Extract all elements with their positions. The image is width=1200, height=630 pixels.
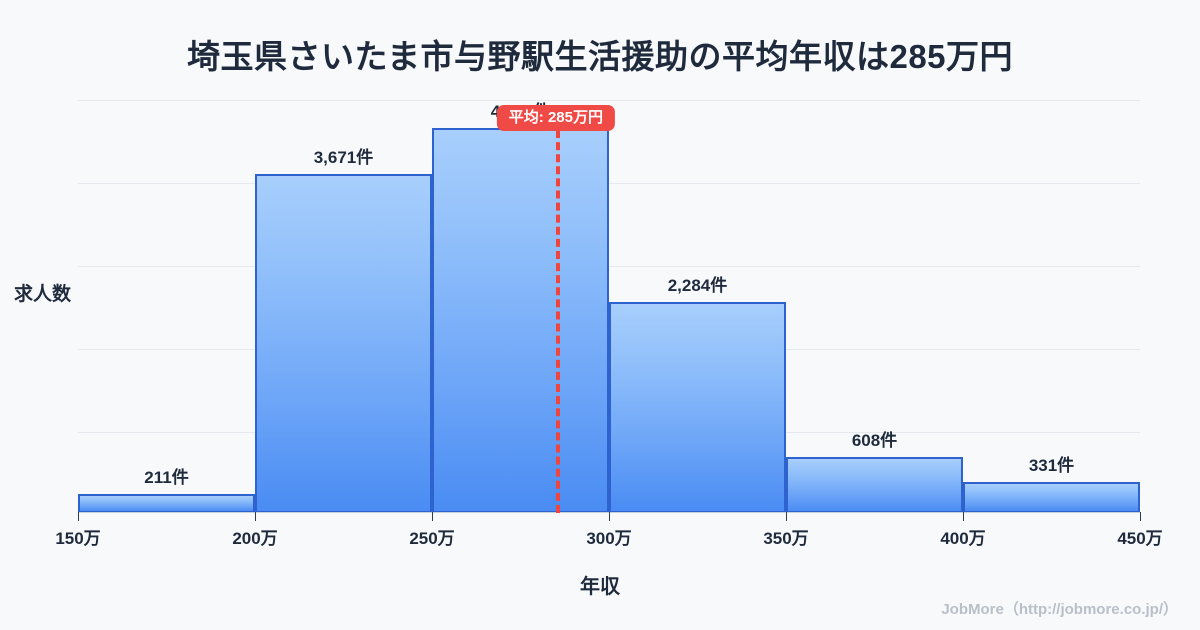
chart-title: 埼玉県さいたま市与野駅生活援助の平均年収は285万円 [186,38,1014,75]
y-axis-title: 求人数 [14,284,72,305]
bar [609,301,786,513]
bar [432,128,609,513]
x-axis-tick [609,512,610,521]
average-line [555,130,560,513]
x-axis-tick [255,512,256,521]
x-axis-tick [786,512,787,521]
x-axis-tick [963,512,964,521]
x-axis-tick [78,512,79,521]
bar-value-label: 211件 [144,467,189,487]
x-axis-tick-label: 200万 [232,529,278,548]
bar-value-label: 2,284件 [667,275,728,295]
x-axis-tick-label: 300万 [586,529,632,548]
bar [78,493,255,513]
x-axis-tick-label: 400万 [940,529,986,548]
bar [963,482,1140,513]
bar-value-label: 331件 [1028,456,1075,476]
x-axis-tick [432,512,433,521]
gridline [78,183,1140,184]
bar [255,173,432,513]
average-badge: 平均: 285万円 [496,105,615,131]
x-axis-tick [1140,512,1141,521]
x-axis-title: 年収 [580,576,620,598]
bar [786,456,963,513]
bar-value-label: 3,671件 [313,147,374,167]
x-axis-tick-label: 450万 [1117,529,1163,548]
bar-value-label: 608件 [851,430,898,450]
x-axis-tick-label: 150万 [55,529,101,548]
watermark: JobMore（http://jobmore.co.jp/） [941,601,1178,618]
gridline [78,100,1140,101]
x-axis-tick-label: 350万 [763,529,809,548]
x-axis-tick-label: 250万 [409,529,455,548]
gridline [78,266,1140,267]
